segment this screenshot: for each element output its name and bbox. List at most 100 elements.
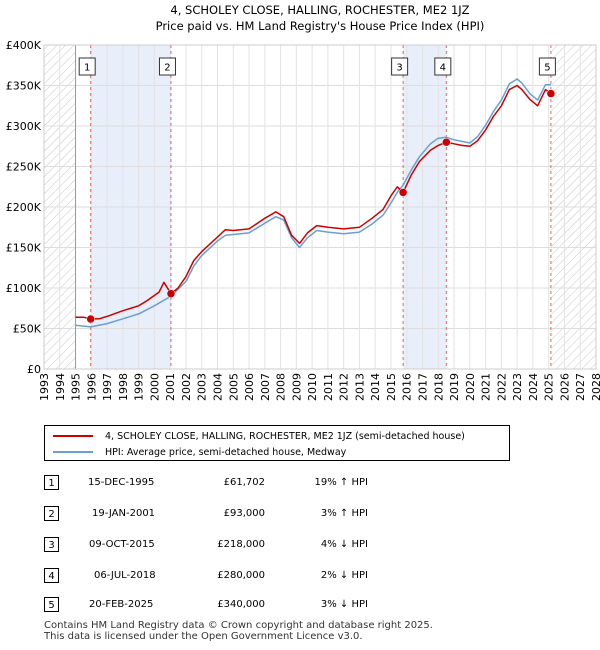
x-tick-label: 2012 xyxy=(338,373,351,401)
x-tick-label: 1999 xyxy=(133,373,146,401)
x-tick-label: 2024 xyxy=(527,373,540,401)
y-tick-label: £150K xyxy=(6,242,42,255)
plot-border xyxy=(43,44,597,370)
x-tick-label: 1994 xyxy=(54,373,67,401)
series-line-hpi xyxy=(75,78,551,328)
x-tick-label: 2015 xyxy=(385,373,398,401)
x-tick-label: 2005 xyxy=(227,373,240,401)
legend-label-hpi: HPI: Average price, semi-detached house,… xyxy=(105,446,347,458)
sale-label-box xyxy=(158,57,176,76)
sale-label-box xyxy=(391,57,409,76)
x-tick-label: 2016 xyxy=(401,373,414,401)
transaction-price: £218,000 xyxy=(217,539,265,550)
transaction-date: 15-DEC-1995 xyxy=(88,477,155,488)
sale-label-number: 5 xyxy=(544,63,550,74)
x-tick-label: 1993 xyxy=(38,373,51,401)
transaction-date: 20-FEB-2025 xyxy=(89,599,154,610)
chart-legend: 4, SCHOLEY CLOSE, HALLING, ROCHESTER, ME… xyxy=(44,425,510,461)
transaction-number: 3 xyxy=(44,537,59,552)
transaction-hpi: 4% ↓ HPI xyxy=(320,539,368,550)
transaction-number: 1 xyxy=(44,475,59,490)
x-tick-label: 2004 xyxy=(211,373,224,401)
transaction-row: 1 15-DEC-1995 £61,702 19% ↑ HPI xyxy=(0,475,600,493)
transaction-row: 5 20-FEB-2025 £340,000 3% ↓ HPI xyxy=(0,597,600,615)
sale-point xyxy=(442,137,451,147)
x-tick-label: 2007 xyxy=(259,373,272,401)
legend-swatch-property xyxy=(53,435,93,437)
x-tick-label: 2021 xyxy=(480,373,493,401)
y-tick-label: £250K xyxy=(6,161,42,174)
y-tick-label: £350K xyxy=(6,80,42,93)
sale-label-number: 2 xyxy=(164,63,170,74)
transaction-row: 3 09-OCT-2015 £218,000 4% ↓ HPI xyxy=(0,537,600,555)
sale-point xyxy=(546,89,556,98)
x-tick-label: 2020 xyxy=(464,373,477,401)
legend-item-hpi: HPI: Average price, semi-detached house,… xyxy=(53,444,346,460)
series-line-property xyxy=(75,84,552,320)
sale-label-box xyxy=(538,57,556,76)
transaction-hpi: 19% ↑ HPI xyxy=(314,477,368,488)
price-chart: 4, SCHOLEY CLOSE, HALLING, ROCHESTER, ME… xyxy=(6,3,600,401)
footer-line-2: This data is licensed under the Open Gov… xyxy=(44,631,363,642)
x-tick-label: 2010 xyxy=(306,373,319,401)
transaction-row: 4 06-JUL-2018 £280,000 2% ↓ HPI xyxy=(0,568,600,586)
transaction-price: £280,000 xyxy=(217,570,265,581)
chart-subtitle: Price paid vs. HM Land Registry's House … xyxy=(156,19,485,33)
x-tick-label: 1997 xyxy=(101,373,114,401)
sale-point xyxy=(166,289,176,298)
x-tick-label: 2025 xyxy=(543,373,556,401)
sale-label-number: 1 xyxy=(84,63,90,74)
x-tick-label: 2026 xyxy=(558,373,571,401)
legend-item-property: 4, SCHOLEY CLOSE, HALLING, ROCHESTER, ME… xyxy=(53,428,465,444)
y-tick-label: £100K xyxy=(6,282,42,295)
x-tick-label: 2028 xyxy=(590,373,600,401)
legend-label-property: 4, SCHOLEY CLOSE, HALLING, ROCHESTER, ME… xyxy=(105,430,465,442)
x-tick-label: 2013 xyxy=(353,373,366,401)
x-tick-label: 2018 xyxy=(432,373,445,401)
y-tick-label: £50K xyxy=(13,323,42,336)
sale-label-box xyxy=(434,57,452,76)
y-tick-label: £400K xyxy=(6,39,42,52)
transaction-price: £340,000 xyxy=(217,599,265,610)
x-tick-label: 1995 xyxy=(70,373,83,401)
x-tick-label: 2027 xyxy=(574,373,587,401)
transaction-number: 5 xyxy=(44,597,59,612)
x-tick-label: 2009 xyxy=(290,373,303,401)
transaction-number: 4 xyxy=(44,568,59,583)
x-tick-label: 2000 xyxy=(148,373,161,401)
transaction-hpi: 3% ↓ HPI xyxy=(320,599,368,610)
x-tick-label: 2001 xyxy=(164,373,177,401)
chart-title: 4, SCHOLEY CLOSE, HALLING, ROCHESTER, ME… xyxy=(170,3,469,17)
y-tick-label: £200K xyxy=(6,201,42,214)
footer-line-1: Contains HM Land Registry data © Crown c… xyxy=(44,620,433,631)
transaction-price: £93,000 xyxy=(223,508,265,519)
x-tick-label: 1996 xyxy=(85,373,98,401)
x-tick-label: 2011 xyxy=(322,373,335,401)
x-tick-label: 2006 xyxy=(243,373,256,401)
transaction-date: 09-OCT-2015 xyxy=(89,539,155,550)
legend-swatch-hpi xyxy=(53,451,93,453)
transaction-price: £61,702 xyxy=(223,477,265,488)
x-tick-label: 2002 xyxy=(180,373,193,401)
x-tick-label: 2019 xyxy=(448,373,461,401)
sale-label-number: 3 xyxy=(396,63,402,74)
x-tick-label: 1998 xyxy=(117,373,130,401)
x-tick-label: 2022 xyxy=(495,373,508,401)
x-tick-label: 2017 xyxy=(417,373,430,401)
y-tick-label: £0 xyxy=(27,363,41,376)
sale-point xyxy=(398,188,408,197)
sale-label-box xyxy=(78,57,96,76)
transaction-hpi: 3% ↑ HPI xyxy=(320,508,368,519)
transaction-number: 2 xyxy=(44,506,59,521)
sale-point xyxy=(86,314,95,324)
x-tick-label: 2003 xyxy=(196,373,209,401)
transaction-date: 06-JUL-2018 xyxy=(94,570,156,581)
y-tick-label: £300K xyxy=(6,120,42,133)
x-tick-label: 2023 xyxy=(511,373,524,401)
transaction-row: 2 19-JAN-2001 £93,000 3% ↑ HPI xyxy=(0,506,600,524)
x-tick-label: 2014 xyxy=(369,373,382,401)
x-tick-label: 2008 xyxy=(275,373,288,401)
transaction-date: 19-JAN-2001 xyxy=(92,508,156,519)
sale-label-number: 4 xyxy=(440,63,446,74)
transaction-hpi: 2% ↓ HPI xyxy=(320,570,368,581)
